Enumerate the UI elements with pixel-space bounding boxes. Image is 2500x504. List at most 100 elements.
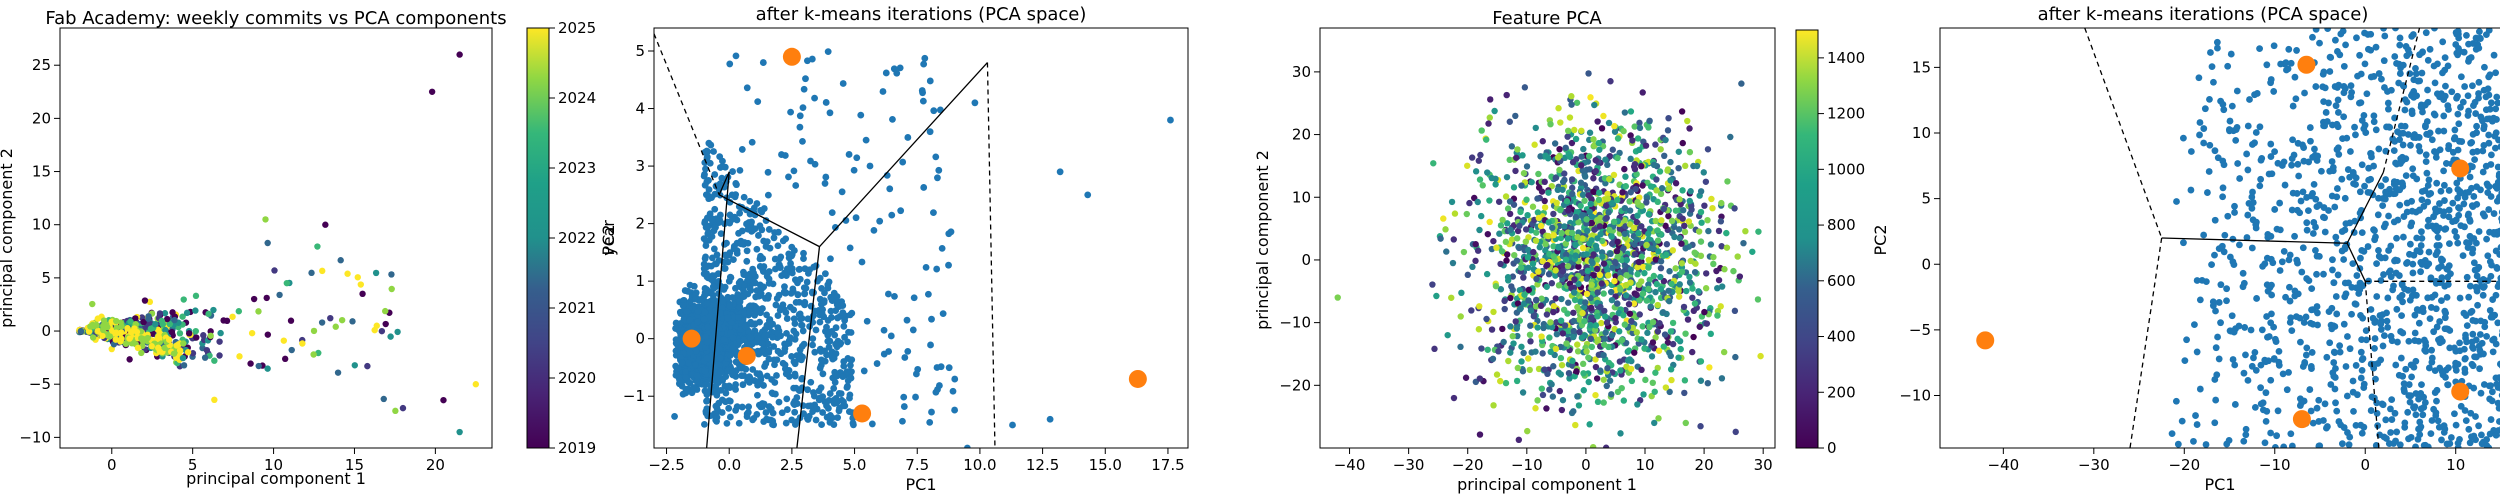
scatter-point <box>765 169 772 176</box>
scatter-point <box>1675 354 1681 360</box>
scatter-point <box>1705 228 1711 234</box>
scatter-point <box>701 309 708 316</box>
scatter-point <box>128 329 134 335</box>
scatter-point <box>1634 199 1640 205</box>
scatter-point <box>797 276 804 283</box>
scatter-point <box>928 409 935 416</box>
scatter-point <box>1568 93 1574 99</box>
scatter-point <box>1604 320 1610 326</box>
scatter-point <box>1009 422 1016 429</box>
scatter-point <box>809 56 816 63</box>
scatter-point <box>1663 384 1669 390</box>
scatter-point <box>930 209 937 216</box>
scatter-point <box>1589 344 1595 350</box>
scatter-point <box>827 412 834 419</box>
scatter-point <box>319 319 325 325</box>
scatter-point <box>185 349 191 355</box>
scatter-point <box>1623 282 1629 288</box>
scatter-point <box>1569 191 1575 197</box>
scatter-point <box>736 298 743 305</box>
scatter-point <box>912 394 919 401</box>
scatter-point <box>799 354 806 361</box>
scatter-point <box>1594 313 1600 319</box>
scatter-point <box>1547 319 1553 325</box>
scatter-point <box>1478 345 1484 351</box>
scatter-point <box>1554 200 1560 206</box>
scatter-point <box>759 255 766 262</box>
scatter-point <box>1569 230 1575 236</box>
scatter-point <box>785 250 792 257</box>
panel-1-points <box>76 51 479 435</box>
scatter-point <box>1757 353 1763 359</box>
scatter-point <box>1569 358 1575 364</box>
panel-2-xtick-label: 17.5 <box>1151 456 1184 474</box>
scatter-point <box>750 415 757 422</box>
scatter-point <box>1581 318 1587 324</box>
scatter-point <box>310 351 316 357</box>
scatter-point <box>1670 320 1676 326</box>
panel-1-colorbar-tick-label: 2023 <box>558 159 596 177</box>
scatter-point <box>702 368 709 375</box>
scatter-point <box>1533 276 1539 282</box>
scatter-point <box>1565 128 1571 134</box>
scatter-point <box>1572 297 1578 303</box>
scatter-point <box>1503 257 1509 263</box>
scatter-point <box>1560 268 1566 274</box>
scatter-point <box>1667 177 1673 183</box>
scatter-point <box>766 347 773 354</box>
scatter-point <box>1558 296 1564 302</box>
scatter-point <box>1623 272 1629 278</box>
scatter-point <box>747 335 754 342</box>
scatter-point <box>1673 207 1679 213</box>
scatter-point <box>881 327 888 334</box>
scatter-point <box>1544 262 1550 268</box>
scatter-point <box>1057 168 1064 175</box>
scatter-point <box>704 355 711 362</box>
scatter-point <box>804 386 811 393</box>
scatter-point <box>1546 219 1552 225</box>
scatter-point <box>1536 215 1542 221</box>
scatter-point <box>1533 237 1539 243</box>
scatter-point <box>1538 303 1544 309</box>
scatter-point <box>1550 363 1556 369</box>
scatter-point <box>1692 261 1698 267</box>
scatter-point <box>1520 274 1526 280</box>
panel-1-colorbar-tick-label: 2020 <box>558 369 596 387</box>
scatter-point <box>783 395 790 402</box>
scatter-point <box>1477 152 1483 158</box>
scatter-point <box>891 293 898 300</box>
scatter-point <box>1684 118 1690 124</box>
scatter-point <box>826 279 833 286</box>
scatter-point <box>1615 135 1621 141</box>
scatter-point <box>839 373 846 380</box>
scatter-point <box>1551 303 1557 309</box>
scatter-point <box>1601 377 1607 383</box>
scatter-point <box>1755 228 1761 234</box>
scatter-point <box>1593 168 1599 174</box>
scatter-point <box>90 334 96 340</box>
scatter-point <box>284 280 290 286</box>
scatter-point <box>264 295 270 301</box>
scatter-point <box>1487 114 1493 120</box>
scatter-point <box>1687 188 1693 194</box>
scatter-point <box>1514 378 1520 384</box>
scatter-point <box>774 295 781 302</box>
scatter-point <box>1489 326 1495 332</box>
scatter-point <box>1550 393 1556 399</box>
scatter-point <box>1678 346 1684 352</box>
scatter-point <box>251 296 257 302</box>
scatter-point <box>1682 330 1688 336</box>
scatter-point <box>765 192 772 199</box>
scatter-point <box>1542 179 1548 185</box>
scatter-point <box>1464 211 1470 217</box>
scatter-point <box>716 153 723 160</box>
scatter-point <box>743 258 750 265</box>
panel-2-xtick-label: 7.5 <box>905 456 929 474</box>
scatter-point <box>1541 366 1547 372</box>
scatter-point <box>1655 415 1661 421</box>
scatter-point <box>1637 125 1643 131</box>
scatter-point <box>832 341 839 348</box>
scatter-point <box>891 65 898 72</box>
scatter-point <box>1557 207 1563 213</box>
